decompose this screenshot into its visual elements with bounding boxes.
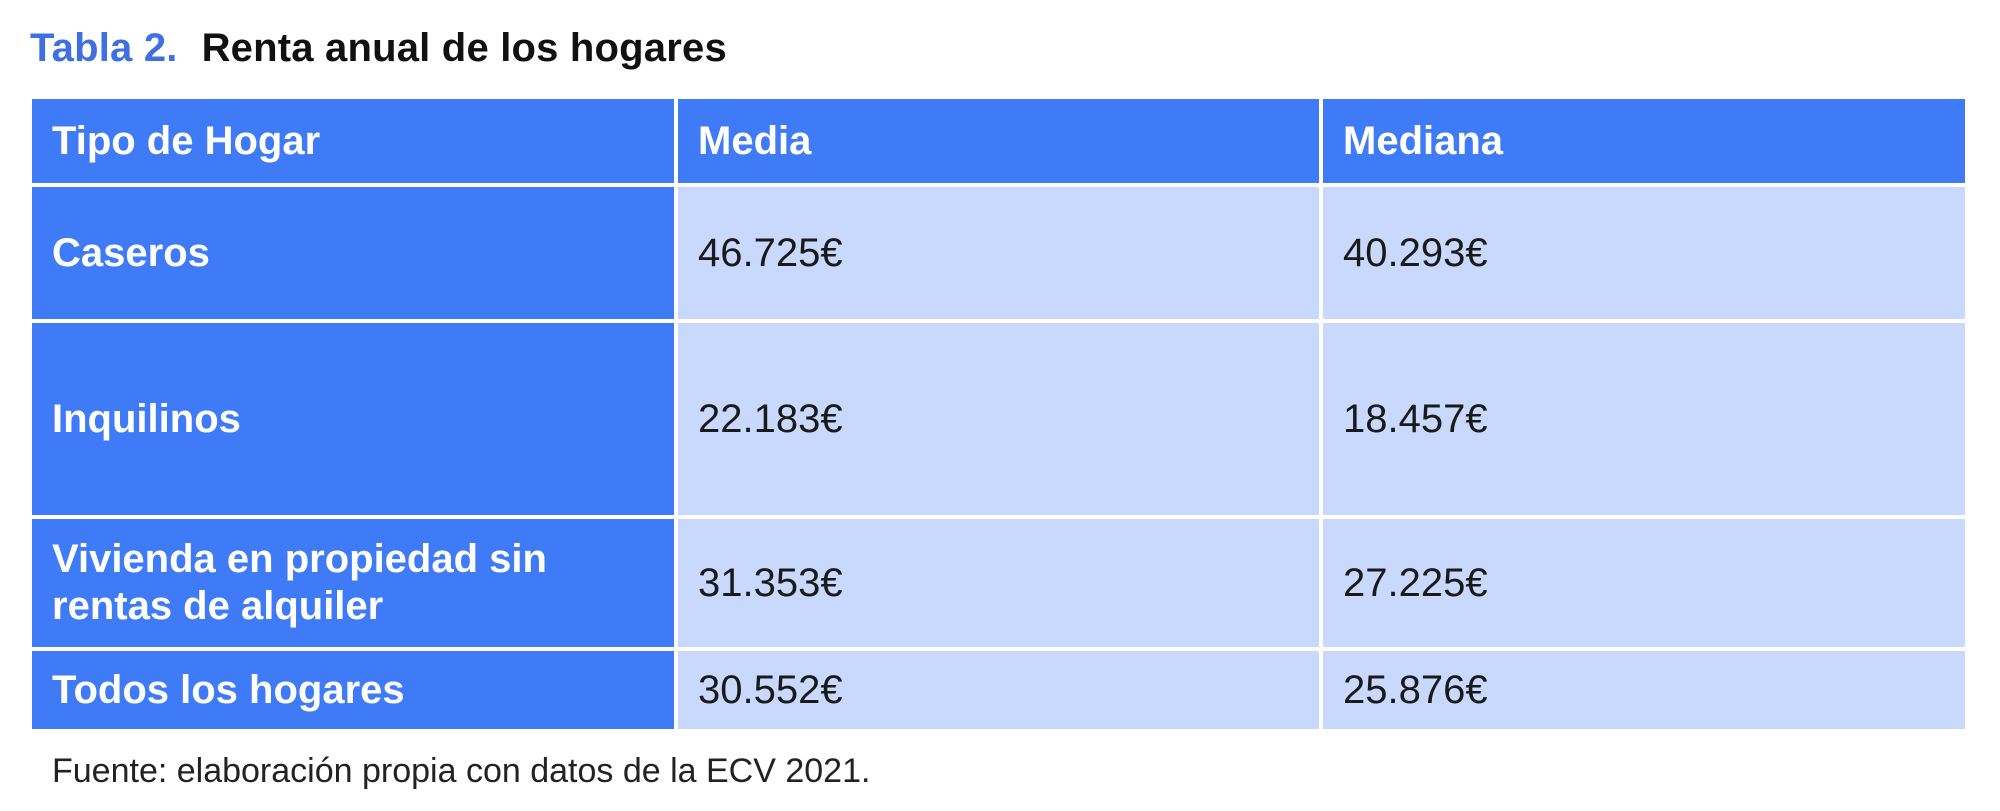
table-caption: Tabla 2. Renta anual de los hogares bbox=[30, 18, 727, 78]
media-value: 46.725€ bbox=[674, 183, 1323, 323]
mediana-value: 27.225€ bbox=[1319, 515, 1969, 651]
row-label: Caseros bbox=[28, 183, 678, 323]
table-header-row: Tipo de Hogar Media Mediana bbox=[28, 95, 1969, 187]
mediana-value: 18.457€ bbox=[1319, 319, 1969, 519]
media-value: 22.183€ bbox=[674, 319, 1323, 519]
header-media: Media bbox=[674, 95, 1323, 187]
table-number: Tabla 2. bbox=[30, 25, 178, 70]
table-title: Renta anual de los hogares bbox=[201, 25, 727, 70]
media-value: 30.552€ bbox=[674, 647, 1323, 733]
media-value: 31.353€ bbox=[674, 515, 1323, 651]
table-row: Caseros 46.725€ 40.293€ bbox=[28, 183, 1969, 323]
row-label: Vivienda en propiedad sin rentas de alqu… bbox=[28, 515, 678, 651]
table-row: Vivienda en propiedad sin rentas de alqu… bbox=[28, 515, 1969, 651]
income-table: Tipo de Hogar Media Mediana Caseros 46.7… bbox=[28, 95, 1969, 733]
row-label: Inquilinos bbox=[28, 319, 678, 519]
header-mediana: Mediana bbox=[1319, 95, 1969, 187]
mediana-value: 40.293€ bbox=[1319, 183, 1969, 323]
source-note: Fuente: elaboración propia con datos de … bbox=[52, 752, 871, 790]
header-tipo-de-hogar: Tipo de Hogar bbox=[28, 95, 678, 187]
table-row: Todos los hogares 30.552€ 25.876€ bbox=[28, 647, 1969, 733]
table-row: Inquilinos 22.183€ 18.457€ bbox=[28, 319, 1969, 519]
mediana-value: 25.876€ bbox=[1319, 647, 1969, 733]
row-label: Todos los hogares bbox=[28, 647, 678, 733]
